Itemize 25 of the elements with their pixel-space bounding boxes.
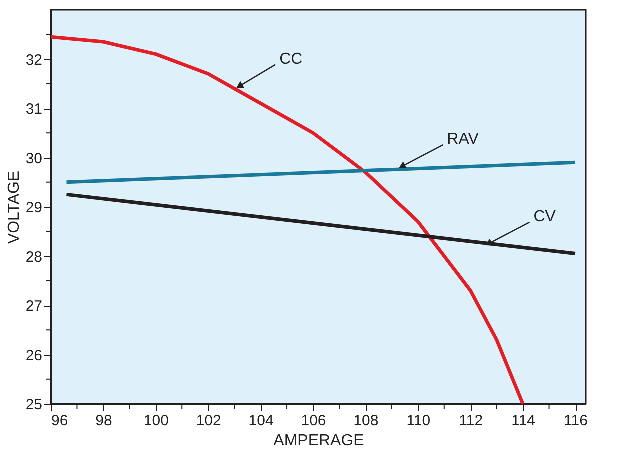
annotation: RAV bbox=[447, 131, 480, 148]
annotation: CC bbox=[280, 50, 303, 68]
y-tick-label: 25 bbox=[26, 396, 42, 414]
x-tick-label: 114 bbox=[512, 412, 536, 430]
y-axis-title: VOLTAGE bbox=[6, 170, 23, 244]
y-tick-label: 31 bbox=[26, 101, 42, 118]
x-tick-label: 116 bbox=[564, 412, 588, 430]
x-tick-label: 104 bbox=[248, 412, 274, 430]
x-tick-label: 112 bbox=[459, 412, 484, 430]
y-tick-label: 32 bbox=[26, 52, 42, 69]
y-tick-label: 29 bbox=[26, 200, 42, 216]
x-tick-label: 110 bbox=[406, 412, 431, 430]
x-tick-label: 108 bbox=[354, 412, 379, 430]
x-tick-label: 102 bbox=[196, 412, 222, 430]
x-tick-label: 106 bbox=[301, 412, 326, 430]
x-tick-label: 98 bbox=[96, 412, 112, 430]
y-tick-label: 27 bbox=[26, 298, 42, 315]
x-tick-label: 100 bbox=[144, 412, 169, 430]
x-tick-label: 96 bbox=[52, 412, 68, 430]
line-series bbox=[51, 35, 525, 404]
annotation: CV bbox=[534, 208, 556, 226]
y-tick-label: 30 bbox=[26, 150, 42, 168]
y-tick-label: 28 bbox=[26, 248, 42, 266]
x-axis-title: AMPERAGE bbox=[274, 432, 364, 450]
y-tick-label: 26 bbox=[26, 347, 42, 364]
